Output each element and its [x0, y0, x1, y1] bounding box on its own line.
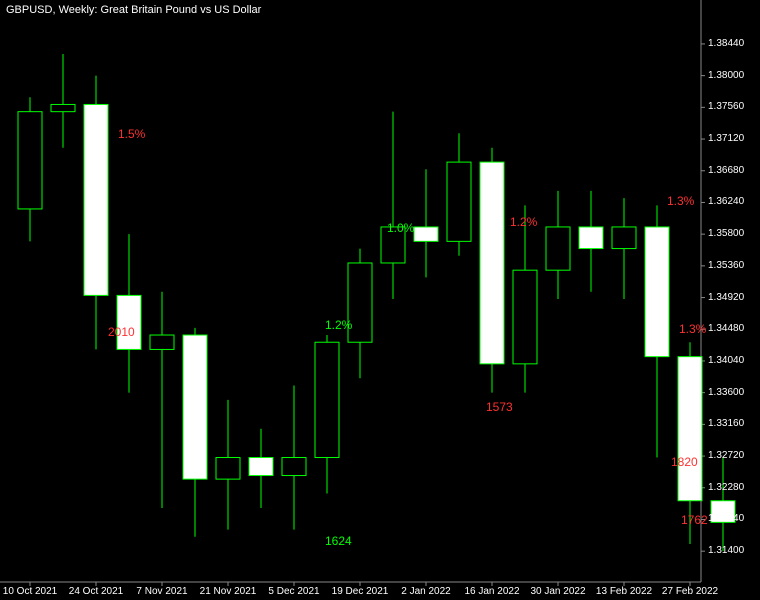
chart-annotation: 1.5%: [118, 127, 145, 141]
candle: [579, 227, 603, 249]
chart-annotation: 1.3%: [667, 194, 694, 208]
candle: [18, 112, 42, 209]
candle: [117, 295, 141, 349]
y-axis-tick-label: 1.37560: [708, 101, 744, 112]
chart-annotation: 1624: [325, 534, 352, 548]
x-axis-tick-label: 19 Dec 2021: [332, 586, 389, 597]
x-axis-tick-label: 13 Feb 2022: [596, 586, 652, 597]
candle: [513, 270, 537, 364]
chart-annotation: 1820: [671, 455, 698, 469]
candle: [480, 162, 504, 364]
x-axis-tick-label: 7 Nov 2021: [136, 586, 187, 597]
candle: [51, 104, 75, 111]
y-axis-tick-label: 1.32720: [708, 450, 744, 461]
candle: [447, 162, 471, 241]
candle: [150, 335, 174, 349]
y-axis-tick-label: 1.38000: [708, 70, 744, 81]
chart-annotation: 1.2%: [510, 215, 537, 229]
chart-annotation: 2010: [108, 325, 135, 339]
chart-canvas: [0, 0, 760, 600]
y-axis-tick-label: 1.34040: [708, 355, 744, 366]
x-axis-tick-label: 2 Jan 2022: [401, 586, 451, 597]
candle: [678, 357, 702, 501]
x-axis-tick-label: 27 Feb 2022: [662, 586, 718, 597]
y-axis-tick-label: 1.35800: [708, 228, 744, 239]
candle: [546, 227, 570, 270]
y-axis-tick-label: 1.36680: [708, 165, 744, 176]
candle: [249, 458, 273, 476]
candle: [414, 227, 438, 241]
y-axis-tick-label: 1.31400: [708, 545, 744, 556]
chart-annotation: 1.3%: [679, 322, 706, 336]
y-axis-tick-label: 1.31840: [708, 513, 744, 524]
y-axis-tick-label: 1.34920: [708, 292, 744, 303]
y-axis-tick-label: 1.32280: [708, 482, 744, 493]
candle: [612, 227, 636, 249]
candle: [183, 335, 207, 479]
x-axis-tick-label: 10 Oct 2021: [3, 586, 57, 597]
x-axis-tick-label: 21 Nov 2021: [200, 586, 257, 597]
y-axis-tick-label: 1.35360: [708, 260, 744, 271]
y-axis-tick-label: 1.38440: [708, 38, 744, 49]
chart-annotation: 1762: [681, 513, 708, 527]
y-axis-tick-label: 1.33600: [708, 387, 744, 398]
x-axis-tick-label: 5 Dec 2021: [268, 586, 319, 597]
y-axis-tick-label: 1.36240: [708, 196, 744, 207]
candle: [216, 458, 240, 480]
candlestick-chart: GBPUSD, Weekly: Great Britain Pound vs U…: [0, 0, 760, 600]
chart-annotation: 1.2%: [325, 318, 352, 332]
y-axis-tick-label: 1.33160: [708, 418, 744, 429]
x-axis-tick-label: 30 Jan 2022: [530, 586, 585, 597]
candle: [645, 227, 669, 357]
x-axis-tick-label: 16 Jan 2022: [464, 586, 519, 597]
y-axis-tick-label: 1.34480: [708, 323, 744, 334]
chart-annotation: 1.0%: [387, 221, 414, 235]
candle: [84, 104, 108, 295]
chart-annotation: 1573: [486, 400, 513, 414]
candle: [315, 342, 339, 457]
x-axis-tick-label: 24 Oct 2021: [69, 586, 123, 597]
candle: [282, 458, 306, 476]
y-axis-tick-label: 1.37120: [708, 133, 744, 144]
